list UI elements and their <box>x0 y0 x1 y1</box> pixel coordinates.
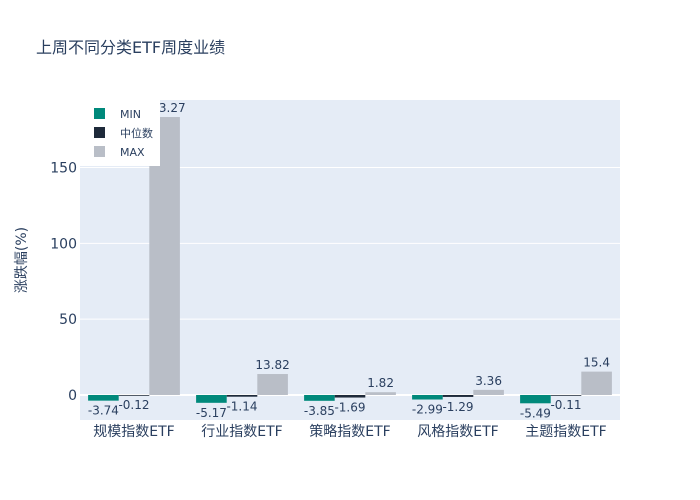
y-tick-label: 100 <box>50 236 77 252</box>
bar-MIN[interactable] <box>88 394 119 401</box>
x-tick-label: 规模指数ETF <box>93 424 174 440</box>
chart-title: 上周不同分类ETF周度业绩 <box>36 38 226 57</box>
data-label: -5.49 <box>520 406 551 420</box>
data-label: -1.29 <box>442 400 473 414</box>
bar-MAX[interactable] <box>365 392 396 395</box>
legend-swatch <box>94 108 105 119</box>
data-label: -0.12 <box>118 398 149 412</box>
y-tick-label: 150 <box>50 160 77 176</box>
data-label: -5.17 <box>196 406 227 420</box>
bar-MIN[interactable] <box>412 394 443 400</box>
bar-MIN[interactable] <box>304 394 335 401</box>
bar-中位数[interactable] <box>550 394 582 396</box>
data-label: 15.4 <box>583 356 610 370</box>
bar-MAX[interactable] <box>257 374 288 395</box>
legend: MIN 中位数 MAX <box>80 100 160 166</box>
data-label: -3.85 <box>304 404 335 418</box>
bar-中位数[interactable] <box>118 394 150 396</box>
bar-中位数[interactable] <box>226 394 258 397</box>
bar-中位数[interactable] <box>334 394 366 398</box>
bar-MAX[interactable] <box>473 389 504 395</box>
data-label: 3.36 <box>475 374 502 388</box>
data-label: 1.82 <box>367 376 394 390</box>
x-tick-label: 策略指数ETF <box>309 423 390 440</box>
legend-box <box>80 100 160 166</box>
legend-label: 中位数 <box>120 126 153 140</box>
bar-中位数[interactable] <box>442 394 474 397</box>
legend-swatch <box>94 146 105 157</box>
x-tick-label: 主题指数ETF <box>525 424 606 440</box>
bar-MAX[interactable] <box>581 371 612 395</box>
data-label: -0.11 <box>550 398 581 412</box>
bar-MIN[interactable] <box>520 394 551 404</box>
legend-label: MAX <box>120 146 145 159</box>
data-label: -2.99 <box>412 403 443 417</box>
y-tick-label: 0 <box>68 388 77 404</box>
data-label: -1.69 <box>334 401 365 415</box>
bar-MIN[interactable] <box>196 394 227 403</box>
data-label: 13.82 <box>255 358 289 372</box>
legend-swatch <box>94 127 105 138</box>
x-tick-label: 风格指数ETF <box>417 424 498 440</box>
data-label: -3.74 <box>88 404 119 418</box>
y-axis-title: 涨跌幅(%) <box>14 227 30 293</box>
x-tick-label: 行业指数ETF <box>201 424 282 440</box>
data-label: -1.14 <box>226 400 257 414</box>
y-tick-label: 50 <box>59 312 77 328</box>
legend-label: MIN <box>120 108 141 121</box>
